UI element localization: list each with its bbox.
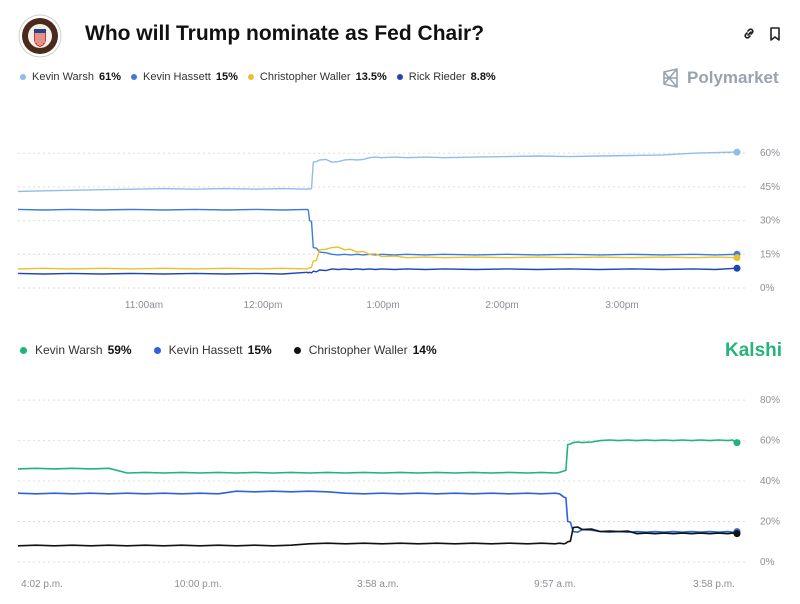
x-tick-label: 1:00pm bbox=[366, 300, 399, 311]
y-tick-label: 20% bbox=[760, 517, 780, 528]
legend-name: Christopher Waller bbox=[308, 343, 408, 357]
y-tick-label: 45% bbox=[760, 182, 780, 193]
series-line-kevin-hassett bbox=[17, 490, 738, 533]
legend-dot-icon bbox=[20, 346, 27, 354]
x-tick-label: 2:00pm bbox=[485, 300, 518, 311]
legend-value: 14% bbox=[412, 343, 437, 357]
link-icon[interactable] bbox=[742, 26, 756, 42]
legend-name: Rick Rieder bbox=[408, 71, 466, 83]
y-tick-label: 60% bbox=[760, 436, 780, 447]
series-end-point-christopher-waller bbox=[733, 530, 741, 538]
legend-value: 59% bbox=[107, 343, 132, 357]
y-tick-label: 0% bbox=[760, 557, 775, 568]
series-line-kevin-warsh bbox=[17, 151, 738, 193]
legend-dot-icon bbox=[153, 346, 161, 354]
legend-name: Kevin Hassett bbox=[142, 71, 211, 83]
legend-value: 8.8% bbox=[470, 71, 496, 83]
series-line-kevin-hassett bbox=[17, 208, 738, 256]
legend-value: 15% bbox=[215, 71, 238, 83]
page-title: Who will Trump nominate as Fed Chair? bbox=[85, 22, 485, 45]
series-end-point-kevin-warsh bbox=[733, 148, 741, 156]
series-end-point-kevin-warsh bbox=[733, 439, 741, 447]
series-end-point-christopher-waller bbox=[733, 254, 741, 262]
x-tick-label: 10:00 p.m. bbox=[174, 579, 221, 590]
x-tick-label: 9:57 a.m. bbox=[534, 579, 576, 590]
legend-name: Kevin Hassett bbox=[168, 343, 243, 357]
series-line-christopher-waller bbox=[17, 526, 738, 547]
series-line-rick-rieder bbox=[17, 267, 738, 275]
legend-dot-icon bbox=[20, 74, 26, 80]
y-tick-label: 40% bbox=[760, 476, 780, 487]
polymarket-legend-item-rick-rieder: Rick Rieder 8.8% bbox=[396, 71, 496, 83]
polymarket-brand: Polymarket bbox=[662, 68, 779, 88]
legend-value: 61% bbox=[98, 71, 121, 83]
legend-value: 15% bbox=[247, 343, 272, 357]
legend-dot-icon bbox=[130, 74, 137, 80]
y-tick-label: 0% bbox=[760, 283, 775, 294]
polymarket-brand-name: Polymarket bbox=[687, 68, 779, 87]
y-tick-label: 15% bbox=[760, 249, 780, 260]
x-tick-label: 12:00pm bbox=[244, 300, 283, 311]
kalshi-chart: 0% 20% 40% 60% 80% 4:02 p.m. 10:00 p.m. 3:58 a.… bbox=[17, 395, 780, 590]
y-tick-label: 80% bbox=[760, 395, 780, 406]
polymarket-legend-item-kevin-warsh: Kevin Warsh 61% bbox=[20, 71, 121, 83]
legend-name: Kevin Warsh bbox=[35, 343, 103, 357]
polymarket-logo-icon bbox=[663, 68, 678, 88]
bookmark-icon[interactable] bbox=[768, 26, 782, 42]
polymarket-chart: 0% 15% 30% 45% 60% 11:00am 12:00pm 1:00pm 2:00pm… bbox=[17, 148, 780, 311]
x-tick-label: 3:58 p.m. bbox=[693, 579, 735, 590]
legend-dot-icon bbox=[293, 346, 301, 354]
x-tick-label: 3:58 a.m. bbox=[357, 579, 399, 590]
polymarket-legend-item-christopher-waller: Christopher Waller 13.5% bbox=[247, 71, 387, 83]
x-tick-label: 11:00am bbox=[125, 300, 163, 311]
legend-dot-icon bbox=[396, 74, 403, 80]
polymarket-legend: Kevin Warsh 61% Kevin Hassett 15% Christophe… bbox=[20, 71, 506, 83]
legend-name: Christopher Waller bbox=[259, 71, 351, 83]
kalshi-legend-item-kevin-hassett: Kevin Hassett 15% bbox=[153, 343, 272, 357]
y-tick-label: 60% bbox=[760, 148, 780, 159]
series-line-kevin-warsh bbox=[17, 439, 738, 474]
kalshi-brand: Kalshi bbox=[725, 340, 783, 361]
legend-dot-icon bbox=[247, 74, 254, 80]
legend-name: Kevin Warsh bbox=[32, 71, 94, 83]
series-end-point-rick-rieder bbox=[733, 264, 741, 272]
header: Who will Trump nominate as Fed Chair? bbox=[18, 14, 782, 58]
kalshi-legend: Kevin Warsh 59% Kevin Hassett 15% Christophe… bbox=[20, 343, 459, 357]
federal-reserve-seal-logo bbox=[18, 14, 62, 58]
x-tick-label: 4:02 p.m. bbox=[21, 579, 63, 590]
y-tick-label: 30% bbox=[760, 216, 780, 227]
kalshi-legend-item-christopher-waller: Christopher Waller 14% bbox=[293, 343, 437, 357]
series-line-christopher-waller bbox=[17, 246, 738, 270]
legend-value: 13.5% bbox=[355, 71, 387, 83]
x-tick-label: 3:00pm bbox=[605, 300, 638, 311]
polymarket-legend-item-kevin-hassett: Kevin Hassett 15% bbox=[130, 71, 238, 83]
kalshi-legend-item-kevin-warsh: Kevin Warsh 59% bbox=[20, 343, 132, 357]
